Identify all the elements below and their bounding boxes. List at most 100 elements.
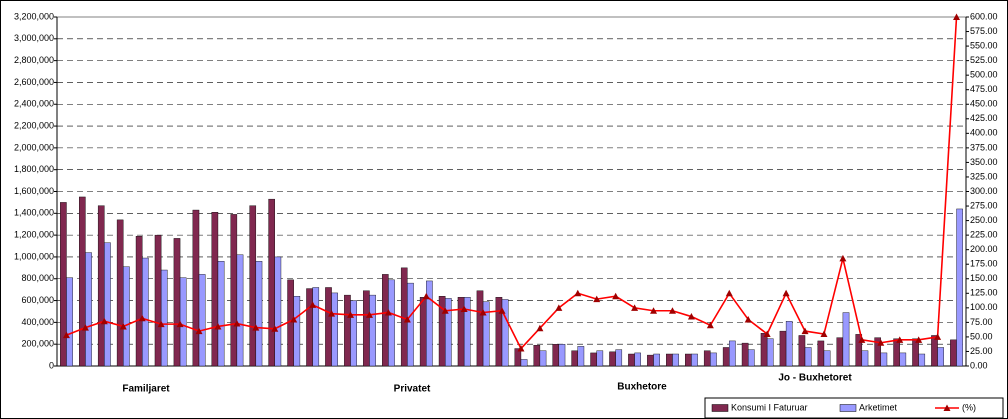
line-marker bbox=[763, 330, 771, 338]
y-tick-label: 2,000,000 bbox=[14, 142, 54, 152]
bar bbox=[956, 208, 963, 367]
line-marker bbox=[233, 320, 241, 327]
bar bbox=[710, 352, 717, 367]
bar bbox=[369, 294, 376, 367]
y2-tick-label: 600.00 bbox=[970, 11, 998, 21]
bar bbox=[785, 321, 793, 367]
bar bbox=[931, 335, 938, 367]
line-marker bbox=[403, 315, 411, 323]
y2-tick-label: 325.00 bbox=[970, 171, 998, 181]
line-marker bbox=[347, 311, 355, 318]
y2-tick-label: 50.00 bbox=[970, 331, 993, 341]
bar bbox=[325, 287, 332, 367]
line-marker bbox=[612, 292, 620, 300]
y2-tick-label: 125.00 bbox=[970, 288, 998, 298]
bar bbox=[312, 287, 320, 367]
bar bbox=[760, 333, 768, 367]
legend-label: Arketimet bbox=[859, 402, 898, 412]
y2-tick-label: 550.00 bbox=[970, 40, 998, 50]
bar bbox=[135, 236, 143, 367]
y2-tick-label: 225.00 bbox=[970, 230, 998, 240]
y-tick-label: 2,200,000 bbox=[14, 120, 54, 130]
line-marker bbox=[820, 330, 828, 338]
line-marker bbox=[441, 307, 449, 314]
y2-tick-label: 425.00 bbox=[970, 113, 998, 123]
y2-tick-label: 350.00 bbox=[970, 157, 998, 167]
legend-label: (%) bbox=[962, 402, 976, 412]
bar bbox=[609, 351, 616, 367]
bar bbox=[142, 257, 149, 367]
line-marker bbox=[517, 345, 525, 352]
bar bbox=[666, 353, 673, 367]
y-tick-label: 1,000,000 bbox=[14, 251, 54, 261]
bar bbox=[463, 297, 471, 367]
line-marker bbox=[687, 313, 695, 320]
bar bbox=[741, 342, 749, 367]
bar bbox=[628, 353, 635, 367]
line-marker bbox=[271, 325, 279, 332]
bar bbox=[344, 294, 351, 367]
bar bbox=[842, 312, 850, 367]
line-marker bbox=[744, 315, 752, 323]
line-marker bbox=[593, 295, 601, 303]
bar bbox=[160, 269, 168, 367]
bar bbox=[577, 346, 585, 367]
y-tick-label: 600,000 bbox=[21, 295, 54, 305]
bar bbox=[899, 352, 907, 367]
line-marker bbox=[157, 320, 165, 328]
bar bbox=[274, 256, 282, 367]
line-marker bbox=[309, 301, 317, 308]
bar bbox=[476, 290, 484, 367]
line-marker bbox=[328, 310, 336, 317]
bar bbox=[571, 350, 578, 367]
bar bbox=[552, 343, 560, 367]
bar bbox=[520, 359, 528, 367]
bar bbox=[912, 338, 919, 367]
legend-label: Konsumi I Faturuar bbox=[731, 402, 808, 412]
bar bbox=[722, 347, 730, 367]
bar bbox=[691, 353, 698, 367]
bar bbox=[192, 209, 200, 367]
y-tick-label: 3,200,000 bbox=[14, 11, 54, 21]
bar bbox=[861, 350, 869, 367]
line-marker bbox=[877, 339, 885, 346]
bar bbox=[893, 338, 900, 367]
bar bbox=[615, 349, 623, 367]
line-marker bbox=[555, 304, 563, 311]
bar bbox=[647, 354, 654, 367]
bar bbox=[514, 348, 522, 367]
line-marker bbox=[119, 322, 127, 330]
bar bbox=[558, 343, 566, 367]
bar bbox=[255, 261, 263, 367]
line-marker bbox=[536, 324, 544, 332]
y-tick-label: 1,400,000 bbox=[14, 208, 54, 218]
bar bbox=[918, 353, 926, 367]
y2-tick-label: 475.00 bbox=[970, 84, 998, 94]
line-marker bbox=[631, 304, 639, 311]
line-marker bbox=[896, 336, 904, 343]
line-marker bbox=[650, 307, 658, 314]
y-tick-label: 1,600,000 bbox=[14, 186, 54, 196]
bar bbox=[382, 274, 389, 367]
bar bbox=[123, 266, 130, 367]
y-tick-label: 1,800,000 bbox=[14, 164, 54, 174]
group-label: Familjaret bbox=[122, 384, 170, 395]
y2-tick-label: 400.00 bbox=[970, 128, 998, 138]
y-tick-label: 3,000,000 bbox=[14, 33, 54, 43]
line-marker bbox=[195, 327, 203, 335]
bar bbox=[495, 297, 503, 367]
bar bbox=[363, 290, 370, 367]
bar bbox=[419, 297, 427, 367]
line-marker bbox=[479, 308, 487, 316]
line-marker bbox=[252, 324, 260, 331]
y2-tick-label: 25.00 bbox=[970, 346, 993, 356]
y2-tick-label: 375.00 bbox=[970, 142, 998, 152]
y-tick-label: 200,000 bbox=[21, 339, 54, 349]
line-marker bbox=[574, 289, 582, 297]
line-marker bbox=[498, 307, 506, 314]
bar bbox=[685, 353, 692, 367]
bar bbox=[79, 196, 86, 367]
y2-tick-label: 150.00 bbox=[970, 273, 998, 283]
y2-tick-label: 175.00 bbox=[970, 259, 998, 269]
